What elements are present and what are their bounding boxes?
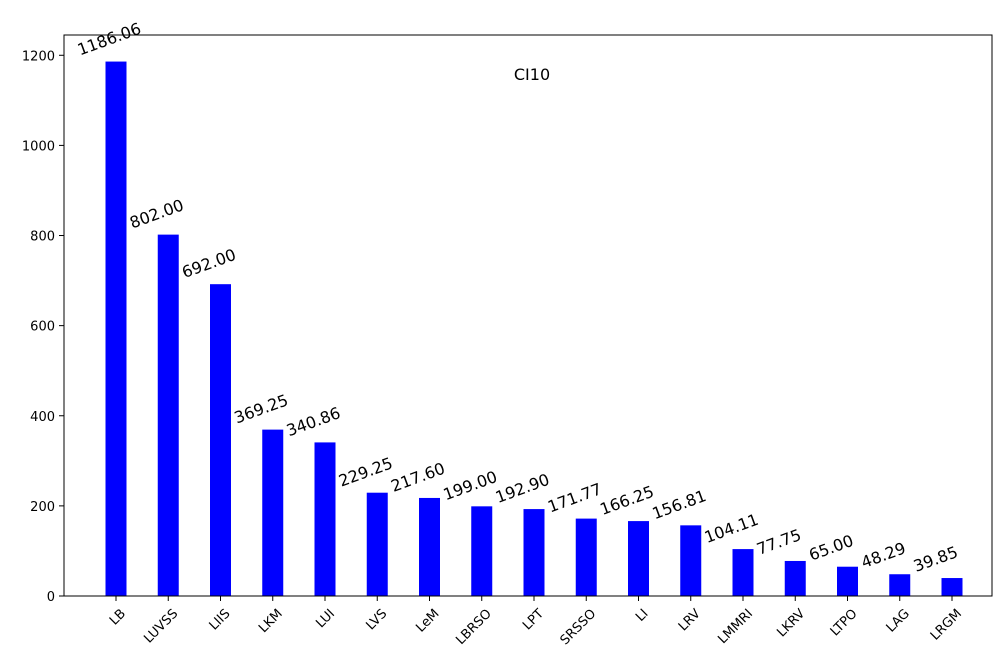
data-label-LAG: 48.29 [859,538,909,572]
bar-SRSSO [575,518,597,596]
bar-LMMRI [732,549,754,596]
bar-LeM [419,497,440,596]
data-label-LPT: 192.90 [493,470,552,507]
bar-LI [628,521,649,596]
data-label-LRV: 156.81 [650,486,709,523]
data-label-LBRSO: 199.00 [441,467,500,504]
x-axis: LB LUVSS LIIS LKM LUI LVS LeM LBRSO LPT SRSSO LI LR… [107,596,965,648]
data-label-LVS: 229.25 [336,453,395,490]
y-tick-label-800: 800 [30,230,55,245]
data-label-SRSSO: 171.77 [545,479,604,516]
plot-frame [63,34,993,597]
data-label-LIIS: 692.00 [179,245,238,282]
data-label-LKRV: 77.75 [754,525,804,559]
data-label-LTPO: 65.00 [806,531,856,565]
bar-LUI [314,442,336,596]
y-tick-label-200: 200 [30,500,55,515]
x-tick-label-LI: LI [633,606,651,624]
x-tick-label-LAG: LAG [884,606,913,635]
bars-group [105,61,963,596]
x-tick-label-LB: LB [107,606,129,628]
data-label-LUI: 340.86 [284,403,343,440]
data-label-LMMRI: 104.11 [702,510,761,547]
data-label-LI: 166.25 [597,482,656,519]
x-tick-label-LPT: LPT [520,606,547,633]
data-label-LRGM: 39.85 [911,542,961,576]
x-tick-label-LUI: LUI [313,606,338,631]
bar-LTPO [837,566,858,596]
bar-LPT [523,509,545,596]
x-tick-label-LIIS: LIIS [207,606,234,633]
data-label-LeM: 217.60 [388,459,447,496]
x-tick-label-LVS: LVS [363,606,390,633]
bar-LAG [889,574,911,596]
y-tick-label-0: 0 [47,590,55,605]
bar-LRV [680,525,702,596]
x-tick-label-LBRSO: LBRSO [453,606,494,647]
data-label-LUVSS: 802.00 [127,195,186,232]
y-tick-label-600: 600 [30,320,55,335]
x-tick-label-LKM: LKM [256,606,286,636]
bar-LBRSO [471,506,493,596]
bar-LRGM [941,578,963,596]
y-tick-label-400: 400 [30,410,55,425]
bar-LIIS [210,284,231,596]
x-tick-label-LRGM: LRGM [928,606,965,643]
data-label-LB: 1186.06 [75,19,144,59]
bar-LKRV [784,560,806,596]
data-label-LKM: 369.25 [232,390,291,427]
y-axis: 0 200 400 600 800 1000 1200 [22,49,64,605]
bar-LB [105,61,127,596]
x-tick-label-LRV: LRV [676,606,704,634]
x-tick-label-LMMRI: LMMRI [715,606,756,647]
chart-title: CI10 [514,65,550,84]
x-tick-label-LeM: LeM [413,606,442,635]
y-tick-label-1000: 1000 [22,139,55,154]
x-tick-label-LTPO: LTPO [828,606,861,639]
x-tick-label-SRSSO: SRSSO [558,606,600,648]
x-tick-label-LUVSS: LUVSS [141,606,181,646]
bar-LKM [262,429,284,596]
y-tick-label-1200: 1200 [22,49,55,64]
bar-LUVSS [157,234,179,596]
x-tick-label-LKRV: LKRV [774,606,808,640]
bar-LVS [366,492,388,596]
